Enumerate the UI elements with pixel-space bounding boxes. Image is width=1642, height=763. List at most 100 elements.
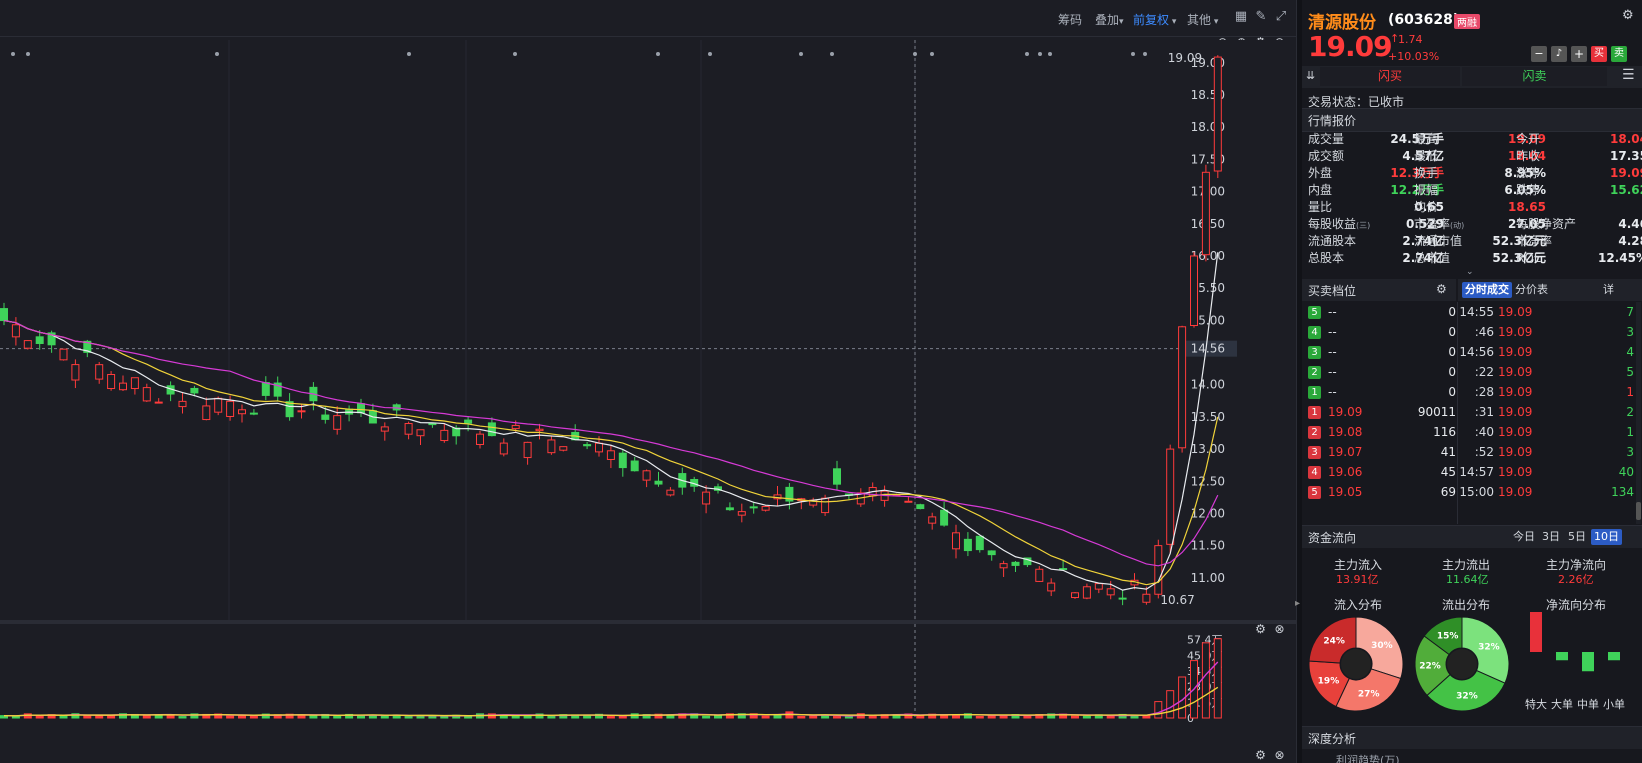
net-flow-bar[interactable] bbox=[1530, 612, 1542, 652]
candle-body[interactable] bbox=[654, 480, 663, 485]
minimize-icon[interactable]: − bbox=[1531, 46, 1547, 62]
price-candlestick-chart[interactable]: 19.0018.5018.0017.5017.0016.5016.0015.50… bbox=[0, 40, 1296, 620]
candle-body[interactable] bbox=[11, 324, 20, 338]
tab-details[interactable]: 详 bbox=[1603, 283, 1614, 296]
candle-body[interactable] bbox=[1082, 586, 1091, 599]
candle-body[interactable] bbox=[642, 470, 651, 481]
grid-icon[interactable]: ▦ bbox=[1234, 9, 1248, 24]
tab-price-table[interactable]: 分价表 bbox=[1515, 283, 1548, 296]
candle-body[interactable] bbox=[940, 509, 949, 526]
add-icon[interactable]: + bbox=[1571, 46, 1587, 62]
outflow-slice[interactable] bbox=[1423, 616, 1463, 656]
candle-body[interactable] bbox=[963, 538, 972, 552]
candle-body[interactable] bbox=[273, 382, 282, 397]
orderbook-row[interactable]: 5 19.05 69 bbox=[1302, 482, 1456, 503]
candle-body[interactable] bbox=[1047, 582, 1056, 592]
fullscreen-icon[interactable]: ⤢ bbox=[1275, 9, 1287, 24]
orderbook-row[interactable]: 3 19.07 41 bbox=[1302, 442, 1456, 463]
candle-body[interactable] bbox=[476, 433, 484, 445]
candle-body[interactable] bbox=[785, 486, 794, 502]
candle-body[interactable] bbox=[357, 403, 365, 414]
candle-body[interactable] bbox=[178, 400, 187, 408]
event-marker-icon[interactable] bbox=[913, 52, 917, 56]
candle-body[interactable] bbox=[321, 414, 330, 420]
header-settings-icon[interactable]: ⚙ bbox=[1622, 8, 1634, 23]
event-marker-icon[interactable] bbox=[1131, 52, 1135, 56]
candle-body[interactable] bbox=[928, 516, 937, 524]
candle-body[interactable] bbox=[190, 387, 199, 394]
inflow-pie-chart[interactable]: 30% 27% 19% 24% bbox=[1304, 612, 1408, 716]
candle-body[interactable] bbox=[440, 429, 449, 442]
candle-body[interactable] bbox=[0, 308, 8, 322]
net-flow-bar-chart[interactable]: 特大 大单 中单 小单 bbox=[1522, 612, 1632, 716]
orderbook-settings-icon[interactable]: ⚙ bbox=[1436, 282, 1447, 296]
event-marker-icon[interactable] bbox=[656, 52, 660, 56]
candle-body[interactable] bbox=[333, 415, 342, 430]
sell-button[interactable]: 卖 bbox=[1611, 46, 1627, 62]
orderbook-row[interactable]: 4 19.06 45 bbox=[1302, 462, 1456, 483]
candle-body[interactable] bbox=[416, 429, 425, 437]
candle-body[interactable] bbox=[1154, 545, 1163, 595]
orderbook-row[interactable]: 4 -- 0 bbox=[1302, 322, 1456, 343]
candle-body[interactable] bbox=[119, 382, 127, 391]
candle-body[interactable] bbox=[71, 364, 80, 381]
candle-body[interactable] bbox=[511, 424, 520, 430]
candle-body[interactable] bbox=[975, 535, 984, 551]
orderbook-row[interactable]: 1 -- 0 bbox=[1302, 382, 1456, 403]
orderbook-row[interactable]: 5 -- 0 bbox=[1302, 302, 1456, 323]
candle-body[interactable] bbox=[606, 450, 615, 460]
candle-body[interactable] bbox=[1106, 588, 1115, 596]
candle-body[interactable] bbox=[1178, 326, 1187, 449]
candle-body[interactable] bbox=[1035, 568, 1044, 582]
tab-5d[interactable]: 5日 bbox=[1568, 530, 1586, 543]
flash-buy-button[interactable]: 闪买 bbox=[1320, 67, 1460, 86]
candle-body[interactable] bbox=[261, 382, 270, 396]
indicator-close-icon[interactable]: ⊗ bbox=[1274, 748, 1285, 762]
candle-body[interactable] bbox=[833, 468, 841, 485]
candle-body[interactable] bbox=[285, 401, 294, 418]
volume-close-icon[interactable]: ⊗ bbox=[1274, 622, 1285, 636]
candle-body[interactable] bbox=[666, 489, 675, 496]
tab-3d[interactable]: 3日 bbox=[1542, 530, 1560, 543]
event-marker-icon[interactable] bbox=[708, 52, 712, 56]
candle-body[interactable] bbox=[1201, 171, 1210, 256]
candle-body[interactable] bbox=[238, 409, 246, 415]
net-flow-bar[interactable] bbox=[1608, 652, 1620, 661]
inflow-slice[interactable] bbox=[1355, 616, 1404, 680]
candle-body[interactable] bbox=[952, 532, 960, 550]
volume-chart[interactable]: 57.4万45.9万34.5万23.0万11.5万0 bbox=[0, 624, 1296, 748]
candle-body[interactable] bbox=[618, 452, 627, 469]
candle-body[interactable] bbox=[1213, 56, 1222, 172]
candle-body[interactable] bbox=[83, 340, 92, 353]
outflow-slice[interactable] bbox=[1426, 669, 1506, 712]
event-marker-icon[interactable] bbox=[1143, 52, 1147, 56]
candle-body[interactable] bbox=[1011, 561, 1020, 566]
menu-icon[interactable]: ☰ bbox=[1622, 67, 1635, 83]
candle-body[interactable] bbox=[59, 348, 68, 361]
event-marker-icon[interactable] bbox=[1038, 52, 1042, 56]
candle-body[interactable] bbox=[559, 446, 568, 451]
candle-body[interactable] bbox=[464, 419, 473, 424]
collapse-icon[interactable]: ⇊ bbox=[1306, 69, 1316, 82]
candle-body[interactable] bbox=[916, 504, 925, 510]
candle-body[interactable] bbox=[737, 511, 746, 516]
candle-body[interactable] bbox=[154, 401, 163, 404]
outflow-pie-chart[interactable]: 32% 32% 22% 15% bbox=[1410, 612, 1514, 716]
event-marker-icon[interactable] bbox=[1048, 52, 1052, 56]
candle-body[interactable] bbox=[249, 412, 258, 415]
candle-body[interactable] bbox=[1190, 255, 1198, 326]
candle-body[interactable] bbox=[583, 444, 592, 447]
candle-body[interactable] bbox=[725, 507, 734, 511]
candle-body[interactable] bbox=[487, 422, 496, 437]
event-marker-icon[interactable] bbox=[407, 52, 411, 56]
event-marker-icon[interactable] bbox=[215, 52, 219, 56]
candle-body[interactable] bbox=[987, 550, 996, 556]
tab-today[interactable]: 今日 bbox=[1513, 530, 1535, 543]
candle-body[interactable] bbox=[95, 364, 104, 380]
indicator-settings-icon[interactable]: ⚙ bbox=[1255, 748, 1266, 762]
candle-body[interactable] bbox=[35, 336, 44, 344]
candle-body[interactable] bbox=[1166, 448, 1175, 545]
buy-button[interactable]: 买 bbox=[1591, 46, 1607, 62]
candle-body[interactable] bbox=[380, 426, 389, 432]
orderbook-row[interactable]: 3 -- 0 bbox=[1302, 342, 1456, 363]
